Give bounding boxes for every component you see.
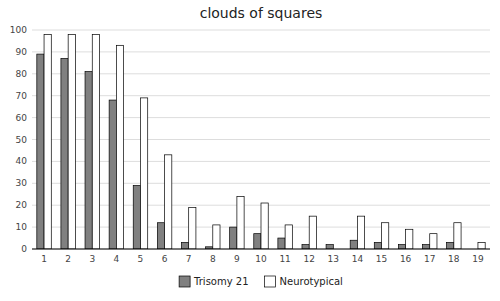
bar [382, 223, 389, 249]
x-tick-label: 11 [279, 254, 290, 264]
x-tick-label: 5 [138, 254, 144, 264]
x-tick-label: 18 [448, 254, 460, 264]
x-tick-label: 9 [234, 254, 240, 264]
bar [285, 225, 292, 249]
x-tick-label: 15 [376, 254, 387, 264]
title: clouds of squares [200, 5, 323, 21]
bar [85, 72, 92, 249]
grid-line [32, 51, 490, 52]
bar [140, 98, 147, 249]
x-tick-label: 17 [424, 254, 435, 264]
bar [37, 54, 44, 249]
x-axis-line [32, 249, 490, 250]
grid [32, 30, 490, 249]
bar [261, 203, 268, 249]
bar [68, 34, 75, 249]
x-tick-label: 10 [255, 254, 267, 264]
bar [454, 223, 461, 249]
y-tick-label: 90 [16, 47, 28, 57]
legend-item: Trisomy 21 [179, 276, 248, 287]
y-tick-label: 20 [16, 200, 28, 210]
bar [189, 207, 196, 249]
y-tick-label: 40 [16, 156, 28, 166]
x-tick-label: 8 [210, 254, 216, 264]
grid-line [32, 117, 490, 118]
bar [92, 34, 99, 249]
bar [109, 100, 116, 249]
grid-line [32, 95, 490, 96]
x-tick-label: 3 [89, 254, 95, 264]
legend-swatch [265, 276, 276, 287]
bar [302, 245, 309, 249]
bar [157, 223, 164, 249]
bar [278, 238, 285, 249]
chart: clouds of squares 0 10 20 30 40 50 60 70 80 90 100 1… [0, 0, 500, 301]
bar [423, 245, 430, 249]
bar [237, 196, 244, 249]
grid-line [32, 73, 490, 74]
y-tick-label: 70 [16, 91, 28, 101]
grid-line [32, 30, 490, 31]
x-tick-label: 13 [328, 254, 339, 264]
x-tick-label: 12 [303, 254, 314, 264]
bar [133, 185, 140, 249]
bar [430, 234, 437, 249]
legend-label: Neurotypical [280, 276, 343, 287]
x-tick-label: 2 [65, 254, 71, 264]
bar [309, 216, 316, 249]
y-tick-label: 60 [16, 113, 28, 123]
x-tick-label: 1 [41, 254, 47, 264]
bar [374, 242, 381, 249]
bar [44, 34, 51, 249]
legend-swatch [179, 276, 190, 287]
x-tick-label: 16 [400, 254, 412, 264]
bar [478, 242, 485, 249]
bar [181, 242, 188, 249]
legend-label: Trisomy 21 [193, 276, 248, 287]
grid-line [32, 139, 490, 140]
x-tick-label: 4 [114, 254, 120, 264]
bar [357, 216, 364, 249]
y-tick-label: 100 [10, 25, 27, 35]
y-tick-label: 10 [16, 222, 28, 232]
bar [254, 234, 261, 249]
y-tick-label: 30 [16, 178, 28, 188]
grid-line [32, 249, 490, 250]
bar [447, 242, 454, 249]
y-tick-label: 50 [16, 135, 28, 145]
bar [230, 227, 237, 249]
legend: Trisomy 21 Neurotypical [179, 276, 343, 287]
bar [398, 245, 405, 249]
bar [350, 240, 357, 249]
x-tick-label: 6 [162, 254, 168, 264]
bars [37, 34, 485, 249]
grid-line [32, 183, 490, 184]
x-tick-label: 19 [472, 254, 484, 264]
bar [213, 225, 220, 249]
x-tick-label: 14 [352, 254, 364, 264]
bar [116, 45, 123, 249]
bar [61, 58, 68, 249]
chart-container: clouds of squares 0 10 20 30 40 50 60 70 80 90 100 1… [0, 0, 500, 301]
bar [165, 155, 172, 249]
y-tick-label: 0 [21, 244, 27, 254]
bar [406, 229, 413, 249]
x-tick-label: 7 [186, 254, 192, 264]
bar [326, 245, 333, 249]
legend-item: Neurotypical [265, 276, 343, 287]
y-tick-label: 80 [16, 69, 28, 79]
grid-line [32, 161, 490, 162]
